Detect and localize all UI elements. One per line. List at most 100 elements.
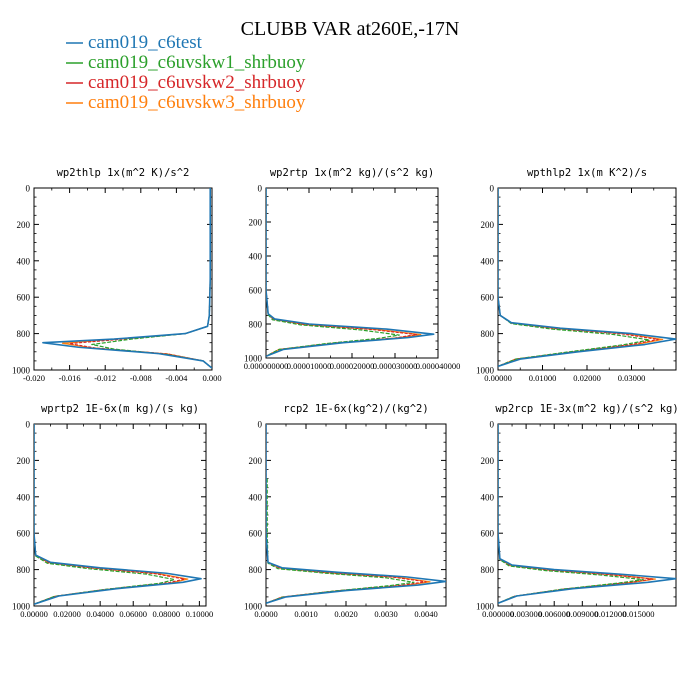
x-tick-label: 0.01000 [529,373,557,383]
y-tick-label: 600 [17,293,31,303]
y-tick-label: 0 [258,420,263,430]
series-line [42,188,212,369]
x-tick-label: 0.02000 [53,609,81,619]
chart-panel: wp2rcp 1E-3x(m^2 kg)/(s^2 kg)0 200 400 600 8… [476,403,679,619]
y-tick-label: 600 [481,529,495,539]
y-tick-label: 1000 [12,602,31,612]
x-tick-label: 0.006000 [538,609,570,619]
series-line [498,188,676,368]
legend-label: cam019_c6test [88,32,203,53]
y-tick-label: 600 [17,529,31,539]
x-tick-label: 0.015000 [623,609,655,619]
y-tick-label: 600 [249,529,263,539]
x-tick-label: 0.0000 [254,609,277,619]
plot-frame [33,423,207,607]
plot-frame [497,187,677,371]
legend-label: cam019_c6uvskw2_shrbuoy [88,72,306,93]
series-line [498,424,656,604]
series-line [266,478,415,604]
legend-item: cam019_c6uvskw2_shrbuoy [66,72,306,93]
series-line [34,424,202,605]
y-tick-label: 200 [481,220,495,230]
x-tick-label: 0.10000 [186,609,214,619]
x-tick-label: 0.0010 [294,609,317,619]
series-line [498,188,650,367]
legend: cam019_c6testcam019_c6uvskw1_shrbuoycam0… [66,32,306,113]
series-line [498,424,676,605]
y-tick-label: 400 [249,252,263,262]
y-tick-label: 400 [17,492,31,502]
panel-title: wp2rtp 1x(m^2 kg)/(s^2 kg) [270,167,434,179]
y-tick-label: 0 [26,184,31,194]
y-tick-label: 0 [258,184,263,194]
x-tick-label: -0.012 [94,373,116,383]
y-tick-label: 200 [249,456,263,466]
series-line [498,188,659,367]
x-tick-label: 0.00000 [20,609,48,619]
legend-item: cam019_c6uvskw3_shrbuoy [66,92,306,113]
legend-item: cam019_c6uvskw1_shrbuoy [66,52,306,73]
y-tick-label: 800 [17,329,31,339]
x-tick-label: 0.08000 [152,609,180,619]
x-tick-label: 0.000010000 [287,361,332,371]
y-tick-label: 200 [17,220,31,230]
chart-panels: wp2thlp 1x(m^2 K)/s^202004006008001000-0… [12,167,679,619]
y-tick-label: 800 [249,320,263,330]
y-tick-label: 0 [490,420,495,430]
figure-title: CLUBB VAR at260E,-17N [241,18,460,40]
panel-title: rcp2 1E-6x(kg^2)/(kg^2) [283,403,428,415]
panel-title: wprtp2 1E-6x(m kg)/(s kg) [41,403,199,415]
x-tick-label: -0.004 [165,373,188,383]
x-tick-label: 0.003000 [510,609,542,619]
y-tick-label: 600 [481,293,495,303]
y-tick-label: 0 [26,420,31,430]
x-tick-label: 0.0030 [374,609,397,619]
series-line [266,188,400,357]
series-line [34,424,176,605]
series-line [91,188,212,369]
y-tick-label: 400 [481,492,495,502]
y-tick-label: 200 [481,456,495,466]
y-tick-label: 800 [249,565,263,575]
x-tick-label: 0.02000 [573,373,601,383]
y-tick-label: 800 [481,565,495,575]
x-tick-label: 0.03000 [618,373,646,383]
y-tick-label: 400 [249,492,263,502]
x-tick-label: 0.000040000 [416,361,461,371]
y-tick-label: 200 [249,218,263,228]
series-line [266,188,435,358]
x-tick-label: -0.008 [130,373,152,383]
plot-frame [33,187,213,371]
panel-title: wpthlp2 1x(m K^2)/s [527,167,647,179]
y-tick-label: 1000 [476,602,495,612]
y-tick-label: 1000 [244,602,263,612]
x-tick-label: 0.00000 [484,373,512,383]
x-tick-label: 0.000000000 [244,361,289,371]
x-tick-label: 0.000 [202,373,221,383]
y-tick-label: 1000 [12,366,31,376]
x-tick-label: 0.009000 [566,609,598,619]
x-tick-label: 0.000020000 [330,361,375,371]
x-tick-label: -0.020 [23,373,45,383]
panel-title: wp2thlp 1x(m^2 K)/s^2 [57,167,190,179]
y-tick-label: 400 [481,256,495,266]
chart-panel: wpthlp2 1x(m K^2)/s 0 200 400 600 800 10000.00… [476,167,677,383]
x-tick-label: 0.012000 [594,609,626,619]
x-tick-label: 0.0040 [414,609,437,619]
x-tick-label: 0.0020 [334,609,357,619]
x-tick-label: 0.06000 [119,609,147,619]
series-line [498,188,664,367]
y-tick-label: 800 [481,329,495,339]
x-tick-label: -0.016 [59,373,81,383]
legend-label: cam019_c6uvskw1_shrbuoy [88,52,306,73]
panel-title: wp2rcp 1E-3x(m^2 kg)/(s^2 kg) [495,403,678,415]
legend-label: cam019_c6uvskw3_shrbuoy [88,92,306,113]
x-tick-label: 0.000000 [482,609,514,619]
y-tick-label: 0 [490,184,495,194]
chart-panel: wp2rtp 1x(m^2 kg)/(s^2 kg) 0 200 400 600 800 1… [244,167,461,371]
legend-item: cam019_c6test [66,32,203,53]
chart-panel: wp2thlp 1x(m^2 K)/s^202004006008001000-0… [12,167,222,383]
y-tick-label: 1000 [476,366,495,376]
y-tick-label: 1000 [244,354,263,364]
